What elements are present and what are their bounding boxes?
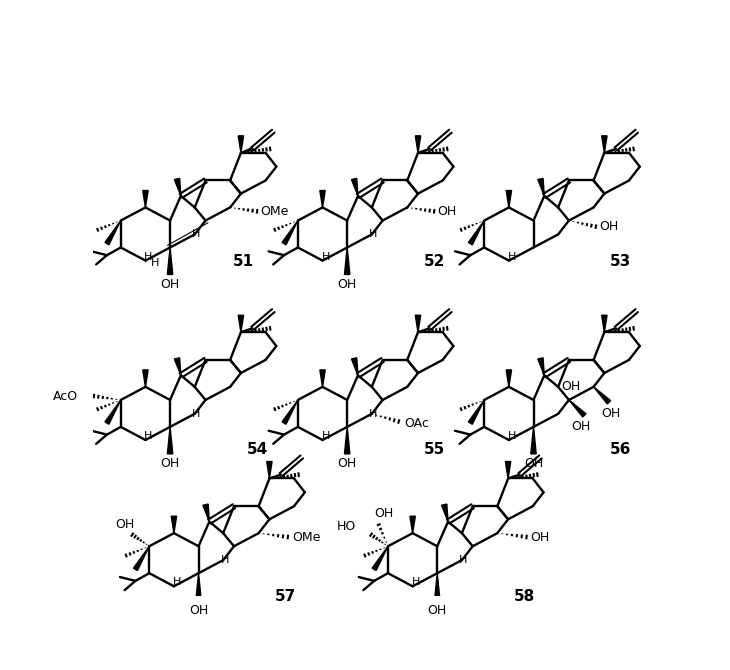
Text: H: H <box>150 258 159 268</box>
Polygon shape <box>105 400 120 424</box>
Text: OH: OH <box>374 507 393 521</box>
Text: H: H <box>369 229 377 239</box>
Polygon shape <box>531 427 537 454</box>
Text: 51: 51 <box>233 254 254 269</box>
Polygon shape <box>506 370 512 387</box>
Polygon shape <box>203 504 210 522</box>
Polygon shape <box>143 370 148 387</box>
Polygon shape <box>372 546 388 571</box>
Text: OH: OH <box>337 458 357 470</box>
Text: H: H <box>192 409 201 419</box>
Text: OMe: OMe <box>261 205 289 218</box>
Text: OH: OH <box>428 604 447 616</box>
Polygon shape <box>410 516 415 533</box>
Polygon shape <box>320 190 326 208</box>
Polygon shape <box>238 136 244 153</box>
Polygon shape <box>505 462 511 478</box>
Text: OMe: OMe <box>292 531 320 543</box>
Text: H: H <box>173 578 181 588</box>
Text: AcO: AcO <box>53 389 78 403</box>
Text: OH: OH <box>601 407 620 420</box>
Text: 54: 54 <box>247 442 268 458</box>
Polygon shape <box>442 504 448 522</box>
Polygon shape <box>469 400 484 424</box>
Text: 52: 52 <box>423 254 445 269</box>
Polygon shape <box>174 178 181 196</box>
Polygon shape <box>415 136 420 153</box>
Polygon shape <box>134 546 149 571</box>
Polygon shape <box>282 400 298 424</box>
Text: H: H <box>192 229 201 239</box>
Text: OH: OH <box>524 458 543 470</box>
Text: H: H <box>412 578 420 588</box>
Text: H: H <box>508 431 516 441</box>
Text: OH: OH <box>189 604 208 616</box>
Polygon shape <box>602 316 607 332</box>
Polygon shape <box>415 316 420 332</box>
Polygon shape <box>143 190 148 208</box>
Polygon shape <box>167 427 173 454</box>
Text: 57: 57 <box>275 589 296 604</box>
Text: H: H <box>459 555 468 565</box>
Polygon shape <box>538 358 545 375</box>
Text: 56: 56 <box>610 442 631 458</box>
Polygon shape <box>167 247 173 275</box>
Text: H: H <box>369 409 377 419</box>
Text: OH: OH <box>561 380 580 393</box>
Text: H: H <box>321 431 330 441</box>
Polygon shape <box>196 574 201 600</box>
Polygon shape <box>569 400 586 417</box>
Text: 55: 55 <box>423 442 445 458</box>
Polygon shape <box>351 178 358 196</box>
Text: 53: 53 <box>610 254 631 269</box>
Polygon shape <box>266 462 272 478</box>
Polygon shape <box>506 190 512 208</box>
Text: H: H <box>145 431 153 441</box>
Polygon shape <box>434 574 440 600</box>
Polygon shape <box>602 136 607 153</box>
Polygon shape <box>351 358 358 375</box>
Text: OH: OH <box>161 278 180 291</box>
Text: OH: OH <box>115 518 134 531</box>
Text: 58: 58 <box>514 589 535 604</box>
Polygon shape <box>345 247 350 275</box>
Text: OH: OH <box>530 531 549 543</box>
Text: H: H <box>220 555 229 565</box>
Polygon shape <box>345 427 350 454</box>
Text: H: H <box>145 252 153 262</box>
Text: OH: OH <box>337 278 357 291</box>
Text: OH: OH <box>571 420 590 433</box>
Polygon shape <box>238 316 244 332</box>
Polygon shape <box>593 387 610 404</box>
Polygon shape <box>282 220 298 245</box>
Polygon shape <box>172 516 177 533</box>
Polygon shape <box>174 358 181 375</box>
Text: OAc: OAc <box>404 417 429 429</box>
Polygon shape <box>105 220 120 245</box>
Polygon shape <box>469 220 484 245</box>
Text: HO: HO <box>337 521 356 533</box>
Text: H: H <box>508 252 516 262</box>
Text: OH: OH <box>599 220 618 233</box>
Text: OH: OH <box>161 458 180 470</box>
Text: H: H <box>321 252 330 262</box>
Text: OH: OH <box>438 205 457 218</box>
Polygon shape <box>320 370 326 387</box>
Polygon shape <box>538 178 545 196</box>
